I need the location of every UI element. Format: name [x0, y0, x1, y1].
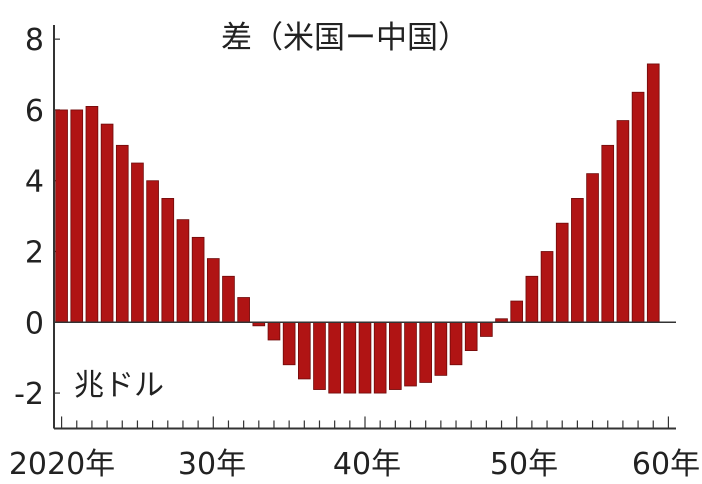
bar-2032	[237, 297, 250, 323]
bar-2040	[358, 321, 372, 394]
x-tick-label: 60年	[632, 447, 700, 482]
bar-2044	[419, 321, 432, 383]
bar-2047	[464, 321, 478, 352]
bar-2054	[571, 198, 584, 323]
bar-2030	[206, 258, 220, 323]
bar-2039	[343, 321, 357, 394]
bar-2041	[373, 321, 387, 394]
y-tick-label: 4	[25, 165, 44, 200]
bar-2034	[267, 321, 281, 341]
bar-2023	[100, 123, 114, 323]
bar-2036	[297, 321, 311, 380]
bar-2048	[480, 321, 493, 337]
bar-2028	[176, 219, 190, 323]
bar-2038	[328, 321, 341, 394]
y-tick-label: 2	[25, 236, 44, 271]
bar-2024	[115, 144, 129, 323]
bar-2051	[525, 275, 539, 323]
bar-2052	[540, 251, 554, 323]
bar-2050	[510, 300, 524, 323]
bar-2035	[282, 321, 296, 366]
y-tick-label: 8	[25, 23, 44, 58]
y-tick-label: -2	[14, 377, 44, 412]
x-tick-label: 2020年	[9, 447, 115, 482]
bar-2046	[449, 321, 463, 366]
bar-2037	[313, 321, 326, 390]
bar-2058	[631, 91, 645, 323]
unit-label: 兆ドル	[74, 368, 164, 403]
chart-title: 差（米国ー中国）	[221, 20, 469, 56]
x-tick-label: 40年	[333, 447, 401, 482]
bar-2042	[389, 321, 402, 390]
x-tick-label: 50年	[490, 447, 558, 482]
bar-2056	[601, 144, 615, 323]
bar-2025	[131, 162, 144, 323]
y-tick-label: 0	[25, 306, 44, 341]
bar-2020	[55, 109, 68, 323]
bar-2055	[586, 173, 599, 323]
bar-2022	[85, 106, 99, 323]
bar-2045	[434, 321, 448, 376]
bar-2027	[161, 198, 175, 323]
bar-2043	[404, 321, 417, 387]
bar-2053	[555, 222, 569, 323]
y-tick-label: 6	[25, 94, 44, 129]
bar-2057	[616, 120, 630, 323]
bar-2059	[646, 63, 660, 323]
bar-2029	[191, 236, 205, 323]
bar-2021	[70, 109, 84, 323]
bar-2031	[222, 275, 235, 323]
bar-2026	[146, 180, 159, 323]
x-tick-label: 30年	[178, 447, 246, 482]
